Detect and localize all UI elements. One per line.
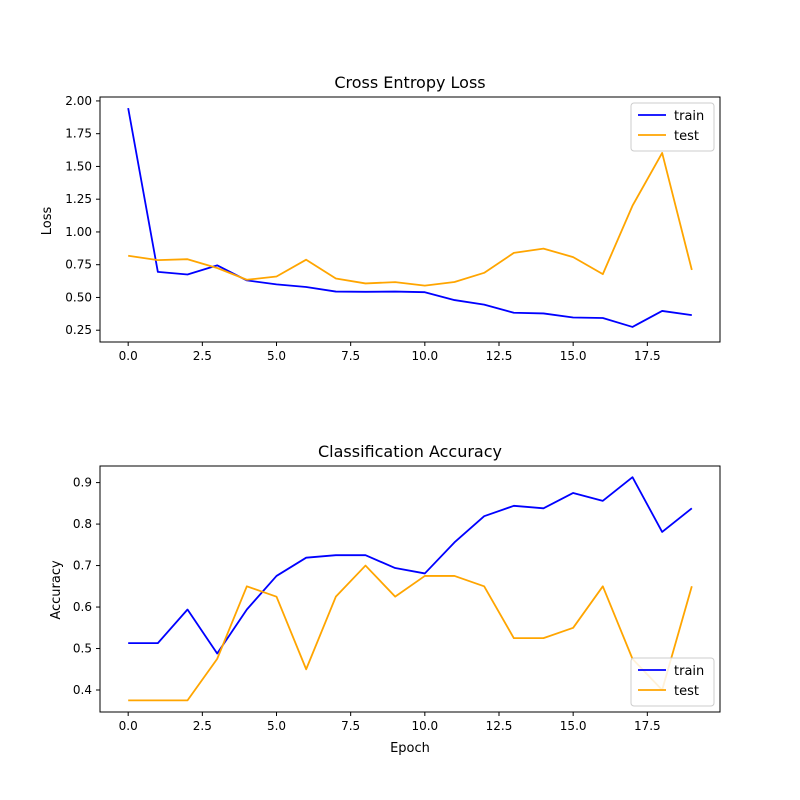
loss-series xyxy=(127,107,693,328)
accuracy-y-tick-label: 0.5 xyxy=(73,642,92,656)
loss-x-tick-label: 0.0 xyxy=(119,349,138,363)
accuracy-x-tick-label: 0.0 xyxy=(119,719,138,733)
loss-y-axis-label: Loss xyxy=(40,207,55,236)
loss-y-tick-label: 0.25 xyxy=(65,323,92,337)
accuracy-y-tick-label: 0.8 xyxy=(73,517,92,531)
loss-x-tick-label: 12.5 xyxy=(486,349,513,363)
accuracy-x-tick-label: 2.5 xyxy=(193,719,212,733)
accuracy-x-tick-label: 10.0 xyxy=(411,719,438,733)
loss-chart-title: Cross Entropy Loss xyxy=(334,73,485,92)
accuracy-x-tick-label: 17.5 xyxy=(634,719,661,733)
accuracy-subplot: Classification Accuracy Accuracy Epoch 0… xyxy=(49,442,721,756)
loss-y-tick-label: 1.25 xyxy=(65,192,92,206)
accuracy-ticks: 0.0 2.5 5.0 7.5 10.0 12.5 15.0 17.5 0.4 0.5 0.6 0.7… xyxy=(73,476,661,733)
accuracy-x-tick-label: 7.5 xyxy=(341,719,360,733)
accuracy-x-tick-label: 15.0 xyxy=(560,719,587,733)
loss-ticks: 0.0 2.5 5.0 7.5 10.0 12.5 15.0 17.5 0.25 0.50 0.75… xyxy=(65,94,660,363)
accuracy-series xyxy=(128,476,693,702)
loss-x-tick-label: 2.5 xyxy=(193,349,212,363)
loss-series-test-line xyxy=(128,152,693,287)
loss-y-tick-label: 1.00 xyxy=(65,225,92,239)
loss-y-tick-label: 2.00 xyxy=(65,94,92,108)
loss-y-tick-label: 0.50 xyxy=(65,290,92,304)
loss-x-tick-label: 7.5 xyxy=(341,349,360,363)
loss-y-tick-label: 1.50 xyxy=(65,159,92,173)
accuracy-legend: train test xyxy=(630,657,715,707)
accuracy-y-tick-label: 0.4 xyxy=(73,683,92,697)
loss-subplot: Cross Entropy Loss Loss 0.0 2.5 5.0 7.5 10.0… xyxy=(40,73,721,363)
accuracy-legend-test-label: test xyxy=(674,684,699,699)
loss-legend: train test xyxy=(630,102,715,152)
accuracy-chart-title: Classification Accuracy xyxy=(318,442,502,461)
accuracy-x-tick-label: 5.0 xyxy=(267,719,286,733)
accuracy-x-tick-label: 12.5 xyxy=(486,719,513,733)
accuracy-y-tick-label: 0.9 xyxy=(73,476,92,490)
loss-x-tick-label: 10.0 xyxy=(411,349,438,363)
loss-y-tick-label: 0.75 xyxy=(65,258,92,272)
accuracy-y-tick-label: 0.7 xyxy=(73,559,92,573)
loss-legend-test-label: test xyxy=(674,129,699,144)
loss-x-tick-label: 15.0 xyxy=(560,349,587,363)
accuracy-y-axis-label: Accuracy xyxy=(49,560,64,620)
loss-series-train-line xyxy=(127,107,692,328)
accuracy-y-tick-label: 0.6 xyxy=(73,600,92,614)
accuracy-legend-train-label: train xyxy=(674,664,704,679)
accuracy-x-axis-label: Epoch xyxy=(390,741,430,756)
loss-axes-frame xyxy=(99,96,721,343)
loss-x-tick-label: 17.5 xyxy=(634,349,661,363)
accuracy-axes-frame xyxy=(99,465,721,713)
accuracy-series-test-line xyxy=(128,564,693,702)
loss-y-tick-label: 1.75 xyxy=(65,127,92,141)
loss-legend-train-label: train xyxy=(674,109,704,124)
loss-x-tick-label: 5.0 xyxy=(267,349,286,363)
